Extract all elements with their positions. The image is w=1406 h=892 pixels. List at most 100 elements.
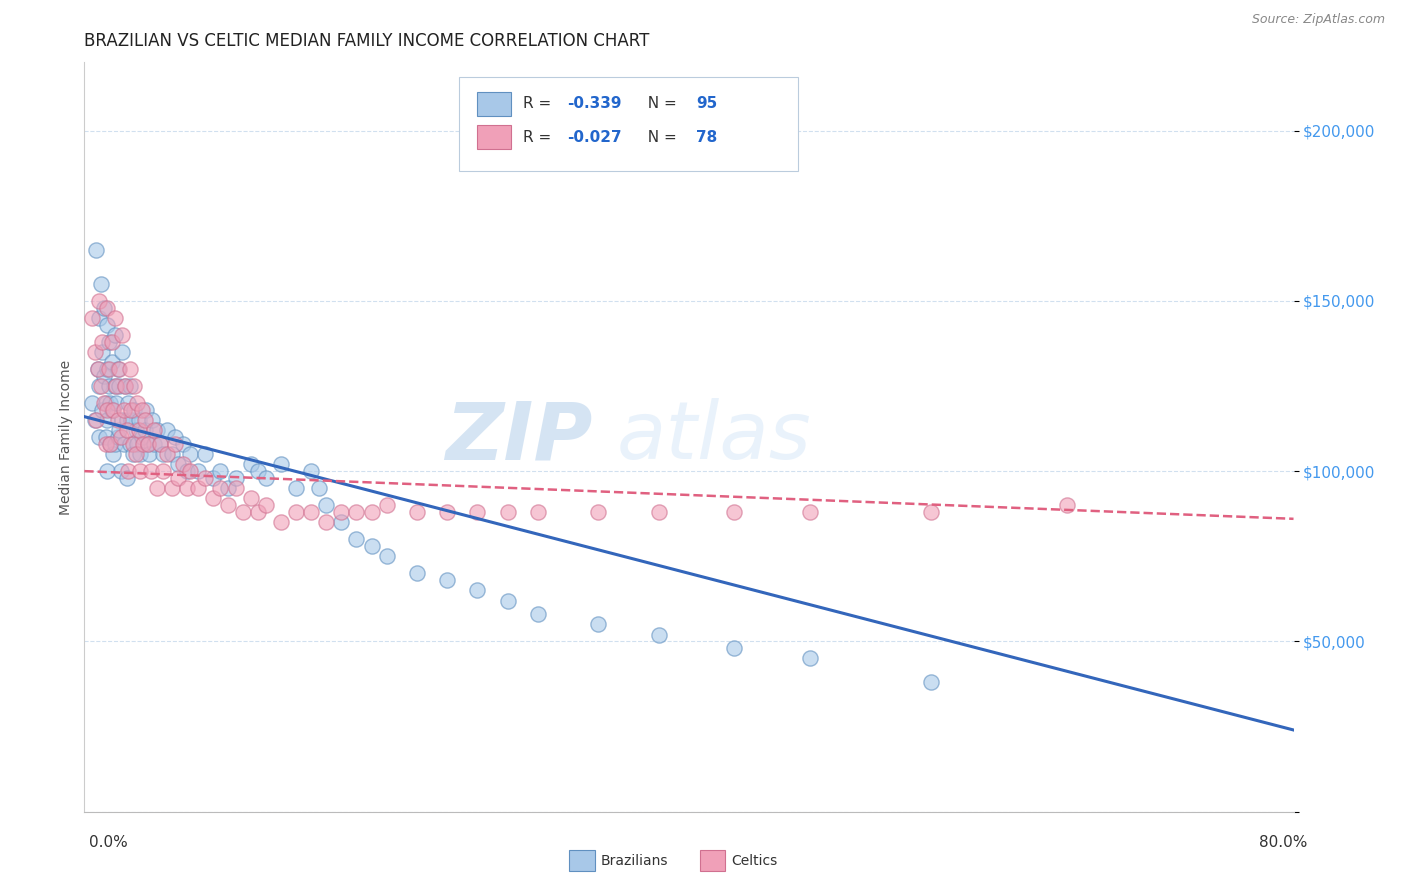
Point [104,327,127,342]
Point [101,402,124,417]
Point [209,481,232,495]
Point [270,458,292,472]
Point [115,423,138,437]
Point [127,437,149,451]
Y-axis label: Median Family Income: Median Family Income [59,359,73,515]
Point [723,641,745,656]
Point [247,505,270,519]
Point [136,437,159,451]
Point [120,413,142,427]
Point [104,437,127,451]
Point [110,430,132,444]
Point [104,379,127,393]
Point [96,464,118,478]
Point [134,413,156,427]
Point [160,481,183,495]
Point [149,437,172,451]
Text: 78: 78 [696,130,717,145]
Point [172,437,194,451]
Text: 0.0%: 0.0% [89,836,128,850]
Point [225,471,247,485]
Point [176,464,198,478]
Text: -0.027: -0.027 [567,130,621,145]
Point [127,396,149,410]
Point [285,481,308,495]
Point [201,491,224,506]
Text: BRAZILIAN VS CELTIC MEDIAN FAMILY INCOME CORRELATION CHART: BRAZILIAN VS CELTIC MEDIAN FAMILY INCOME… [84,32,650,50]
Point [96,413,118,427]
Point [299,505,322,519]
Point [142,437,165,451]
Point [232,505,254,519]
Point [176,481,198,495]
Point [152,464,174,478]
Point [146,481,169,495]
Text: N =: N = [638,96,682,112]
Point [96,402,118,417]
Point [149,437,172,451]
Point [648,627,671,641]
Point [920,505,942,519]
Point [115,471,138,485]
Point [254,471,277,485]
Point [187,481,209,495]
Point [225,481,247,495]
Point [134,423,156,437]
Point [436,573,458,587]
Point [308,481,330,495]
Point [135,402,157,417]
Text: atlas: atlas [616,398,811,476]
Point [118,379,141,393]
Text: R =: R = [523,130,557,145]
Point [172,458,194,472]
Point [179,447,201,461]
Point [108,379,131,393]
Point [96,301,118,315]
Point [360,539,382,553]
Point [94,430,117,444]
Text: 95: 95 [696,96,717,112]
Point [94,437,117,451]
Point [128,423,150,437]
Point [110,464,132,478]
Text: ZIP: ZIP [444,398,592,476]
Point [105,396,128,410]
Point [588,617,610,632]
Point [111,345,134,359]
Point [100,334,122,349]
Point [104,310,127,325]
Point [117,464,139,478]
Point [375,498,398,512]
Point [156,423,179,437]
Point [330,505,353,519]
Point [108,423,131,437]
Point [436,505,458,519]
Point [201,471,224,485]
Point [406,566,429,581]
Point [108,362,131,376]
Text: Celtics: Celtics [731,854,778,868]
Point [122,379,145,393]
Point [239,458,262,472]
Point [330,515,353,529]
Point [80,396,103,410]
Point [91,345,114,359]
Point [239,491,262,506]
Point [165,430,187,444]
Point [375,549,398,564]
Point [799,505,821,519]
Point [118,437,141,451]
Point [97,379,120,393]
Point [270,515,292,529]
Point [360,505,382,519]
Point [467,583,489,598]
Point [129,464,152,478]
Point [114,379,136,393]
Point [107,430,129,444]
Point [94,396,117,410]
Text: Brazilians: Brazilians [600,854,668,868]
Point [80,310,103,325]
Point [920,675,942,690]
Point [115,413,138,427]
Text: R =: R = [523,96,557,112]
